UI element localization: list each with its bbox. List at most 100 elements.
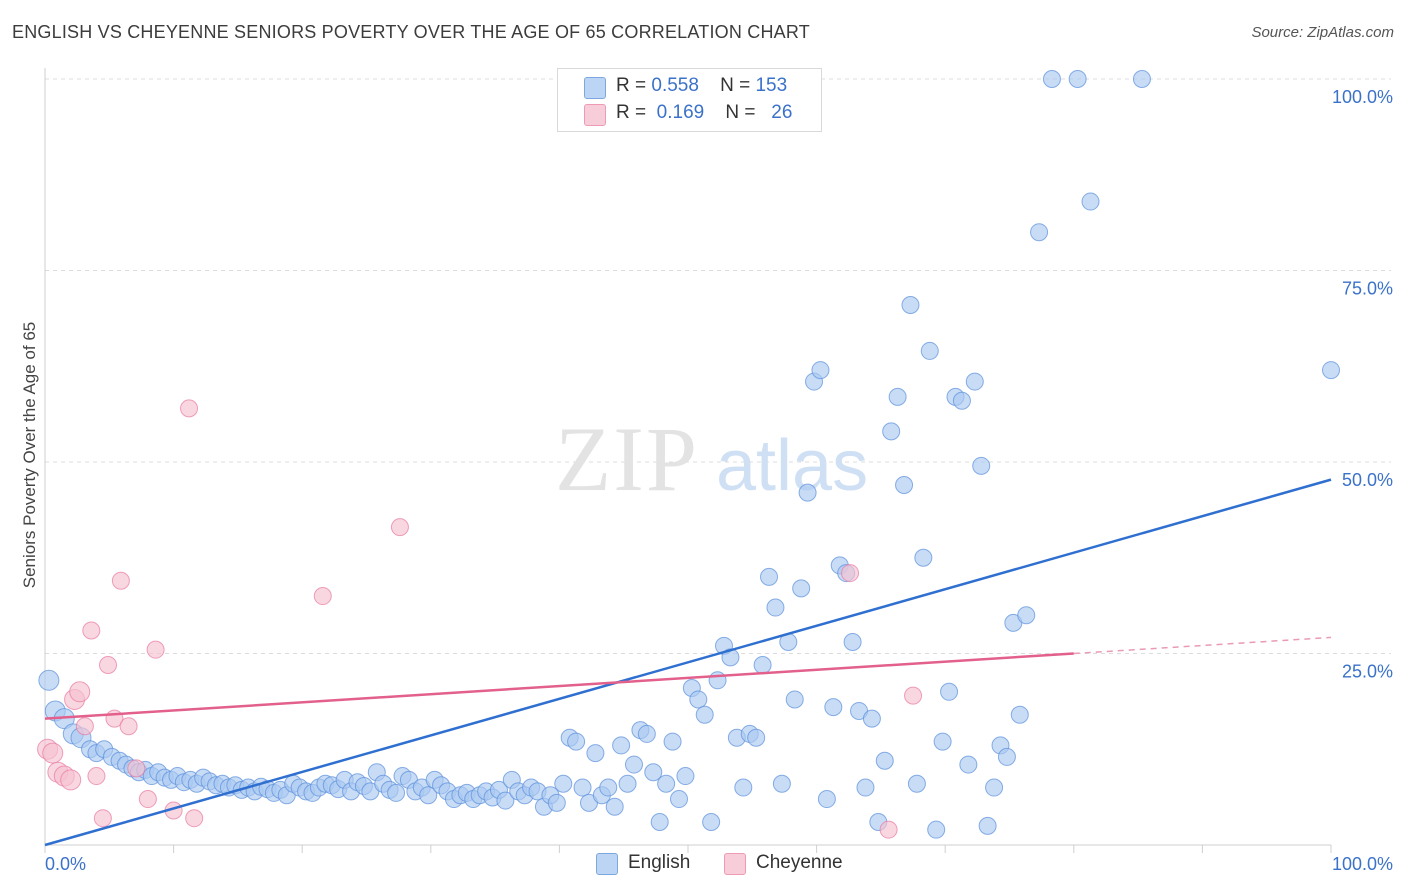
english-trend-line <box>44 478 1332 847</box>
english-swatch <box>584 77 606 99</box>
cheyenne-point-1 <box>42 742 64 764</box>
grid-lines <box>45 78 1391 654</box>
cheyenne-swatch <box>584 104 606 126</box>
cheyenne-legend-label: Cheyenne <box>756 852 843 873</box>
cheyenne-point-11 <box>99 655 118 674</box>
english-point-112 <box>772 774 791 793</box>
english-point-140 <box>952 391 971 410</box>
english-point-115 <box>792 579 811 598</box>
cheyenne-point-17 <box>146 640 165 659</box>
english-point-78 <box>554 774 573 793</box>
english-point-155 <box>1132 70 1151 88</box>
english-point-87 <box>612 736 631 755</box>
english-point-152 <box>1042 70 1061 88</box>
y-axis-label: Seniors Poverty Over the Age of 65 <box>20 321 39 589</box>
tick-labels: 25.0% 50.0% 75.0% 100.0% 0.0% 100.0% <box>45 87 1393 874</box>
cheyenne-point-25 <box>904 686 923 705</box>
english-point-96 <box>669 790 688 809</box>
english-point-111 <box>766 598 785 617</box>
english-point-150 <box>1017 606 1036 625</box>
english-point-133 <box>907 774 926 793</box>
english-point-94 <box>657 774 676 793</box>
axes <box>44 68 1332 853</box>
cheyenne-point-4 <box>60 769 82 791</box>
cheyenne-point-7 <box>75 717 94 736</box>
chart-title: ENGLISH VS CHEYENNE SENIORS POVERTY OVER… <box>12 22 810 42</box>
english-point-145 <box>985 778 1004 797</box>
cheyenne-point-13 <box>111 571 130 590</box>
english-n-label: N = <box>720 75 751 96</box>
y-tick-label-0: 25.0% <box>1342 662 1393 682</box>
english-point-126 <box>862 709 881 728</box>
english-point-101 <box>702 813 721 832</box>
english-point-130 <box>888 387 907 406</box>
cheyenne-point-14 <box>119 717 138 736</box>
english-point-95 <box>663 732 682 751</box>
english-point-102 <box>708 671 727 690</box>
cheyenne-n-value: 26 <box>771 102 793 123</box>
english-point-134 <box>914 548 933 567</box>
english-point-156 <box>1322 361 1340 380</box>
english-point-110 <box>760 567 779 586</box>
english-point-142 <box>965 372 984 391</box>
english-point-154 <box>1081 192 1100 211</box>
english-point-149 <box>1010 705 1029 724</box>
english-point-69 <box>496 791 515 810</box>
english-legend-swatch <box>596 853 618 875</box>
english-r-value: 0.558 <box>651 75 699 96</box>
english-point-131 <box>895 475 914 494</box>
english-point-88 <box>618 774 637 793</box>
cheyenne-point-16 <box>138 790 157 809</box>
english-point-125 <box>856 778 875 797</box>
english-legend-label: English <box>628 852 691 873</box>
english-points <box>38 70 1340 839</box>
cheyenne-trend-extension <box>1073 636 1332 655</box>
english-point-106 <box>734 778 753 797</box>
english-point-151 <box>1030 223 1049 242</box>
english-point-135 <box>920 341 939 360</box>
english-r-label: R = <box>616 75 647 96</box>
cheyenne-trend-line <box>44 652 1074 720</box>
english-point-81 <box>573 778 592 797</box>
cheyenne-point-8 <box>82 621 101 640</box>
english-point-116 <box>798 483 817 502</box>
cheyenne-n-label: N = <box>725 102 756 123</box>
english-point-93 <box>650 813 669 832</box>
english-point-129 <box>882 422 901 441</box>
english-point-114 <box>785 690 804 709</box>
correlation-legend: R = 0.558 N = 153 R = 0.169 N = 26 <box>557 68 822 132</box>
watermark-atlas: atlas <box>716 426 868 506</box>
english-point-138 <box>940 682 959 701</box>
y-tick-label-1: 50.0% <box>1342 470 1393 490</box>
cheyenne-point-20 <box>185 809 204 828</box>
english-point-99 <box>689 690 708 709</box>
english-point-57 <box>419 786 438 805</box>
cheyenne-r-label: R = <box>616 102 647 123</box>
english-point-89 <box>624 755 643 774</box>
english-point-147 <box>997 747 1016 766</box>
english-point-119 <box>817 790 836 809</box>
cheyenne-legend-swatch <box>724 853 746 875</box>
english-point-91 <box>637 724 656 743</box>
cheyenne-point-9 <box>87 767 106 786</box>
cheyenne-point-23 <box>841 564 860 583</box>
x-tick-label-max: 100.0% <box>1332 854 1393 874</box>
english-point-141 <box>959 755 978 774</box>
english-point-144 <box>978 816 997 835</box>
english-point-52 <box>387 783 406 802</box>
english-point-97 <box>676 767 695 786</box>
trend-lines <box>44 478 1332 847</box>
source-label: Source: ZipAtlas.com <box>1251 24 1394 41</box>
english-point-153 <box>1068 70 1087 88</box>
cheyenne-point-19 <box>180 399 199 418</box>
english-point-136 <box>927 820 946 839</box>
y-tick-label-3: 100.0% <box>1332 87 1393 107</box>
english-point-83 <box>586 744 605 763</box>
cheyenne-point-6 <box>69 681 91 703</box>
english-point-143 <box>972 456 991 475</box>
english-point-109 <box>753 655 772 674</box>
cheyenne-r-value: 0.169 <box>656 102 705 123</box>
cheyenne-point-10 <box>93 809 112 828</box>
cheyenne-point-22 <box>390 518 409 537</box>
